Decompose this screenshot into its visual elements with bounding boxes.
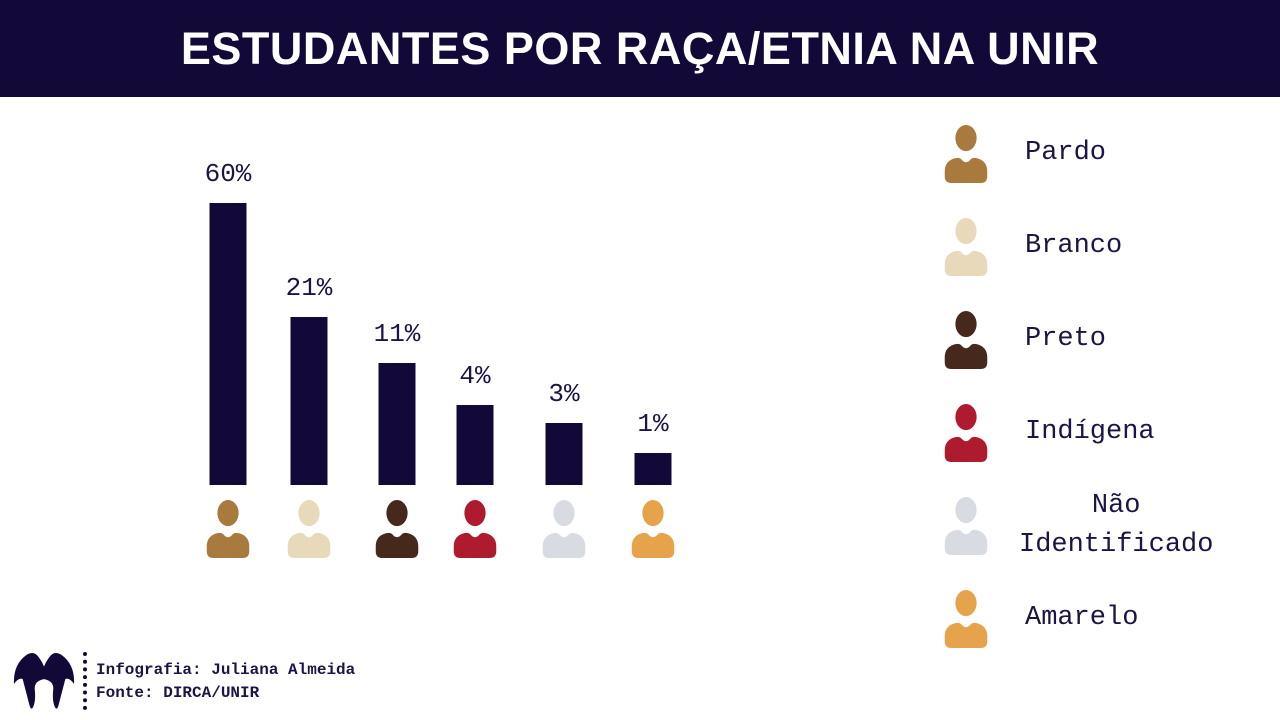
bar [634,453,672,485]
person-icon-indigena [942,404,990,462]
legend-label: Preto [1025,324,1107,355]
bar-value-label: 60% [204,159,252,189]
bar-value-label: 4% [459,361,491,391]
bar [209,203,247,485]
legend: Pardo Branco Preto Indígena Não Identifi… [942,125,1213,648]
bar [545,423,583,485]
person-icon-pardo [204,500,252,558]
credits-text: Infografia: Juliana Almeida Fonte: DIRCA… [96,662,355,701]
legend-label: Pardo [1025,138,1107,169]
legend-item-indigena: Indígena [942,404,1213,462]
legend-label: Indígena [1025,417,1155,448]
bar [378,363,416,485]
legend-item-preto: Preto [942,311,1213,369]
person-icon-pardo [942,125,990,183]
legend-label: Branco [1025,231,1123,262]
person-icon-amarelo [942,590,990,648]
person-icon-preto [373,500,421,558]
person-icon-preto [942,311,990,369]
bar-value-label: 21% [285,273,333,303]
legend-label: Amarelo [1025,603,1139,634]
dotted-divider [83,652,87,710]
person-icon-branco [285,500,333,558]
bar [456,405,494,485]
bar-value-label: 11% [373,319,421,349]
m-logo-icon [13,650,75,712]
person-icon-amarelo [629,500,677,558]
bar-value-label: 1% [637,409,669,439]
person-icon-indigena [451,500,499,558]
person-icon-nao-identificado [942,497,990,555]
bar [290,317,328,485]
legend-item-branco: Branco [942,218,1213,276]
legend-label: Não Identificado [1019,490,1214,560]
footer-credits: Infografia: Juliana Almeida Fonte: DIRCA… [13,650,355,712]
legend-item-amarelo: Amarelo [942,590,1213,648]
legend-item-nao-identificado: Não Identificado [942,491,1213,560]
page-title: ESTUDANTES POR RAÇA/ETNIA NA UNIR [180,22,1100,74]
header-band: ESTUDANTES POR RAÇA/ETNIA NA UNIR [0,0,1280,97]
credit-fonte: Fonte: DIRCA/UNIR [96,683,260,702]
person-icon-branco [942,218,990,276]
credit-infografia: Infografia: Juliana Almeida [96,660,356,679]
bar-value-label: 3% [548,379,580,409]
person-icon-nao-identificado [540,500,588,558]
legend-item-pardo: Pardo [942,125,1213,183]
